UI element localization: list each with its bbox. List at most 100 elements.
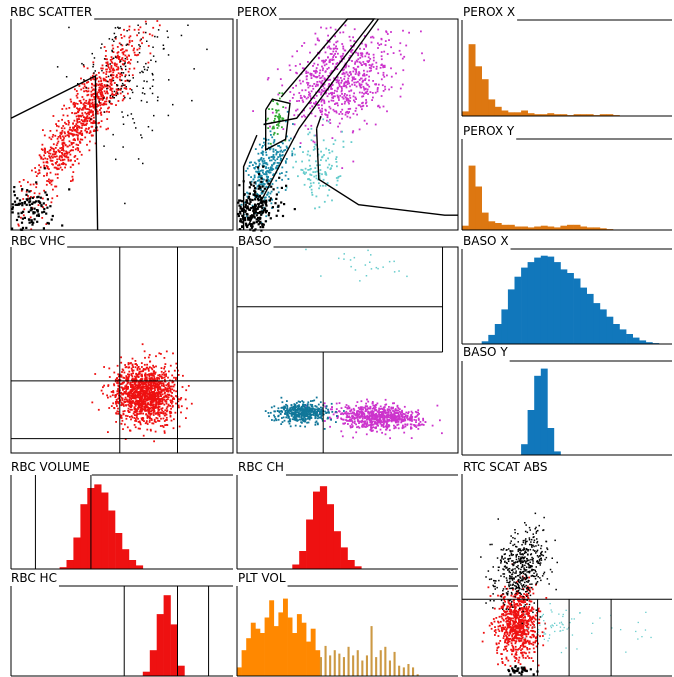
rbc-scatter-point bbox=[97, 84, 100, 86]
rbc-scatter-point bbox=[56, 142, 59, 145]
rbc-vhc-point bbox=[100, 389, 103, 392]
perox-point bbox=[320, 150, 322, 153]
rbc-scatter-point bbox=[45, 193, 48, 196]
perox-point bbox=[321, 75, 324, 77]
rbc-scatter-point bbox=[100, 91, 103, 93]
perox-point bbox=[368, 75, 370, 78]
rbc-scatter-point bbox=[117, 54, 119, 57]
rbc-scatter-point bbox=[48, 152, 50, 155]
rbc-vhc-point bbox=[144, 400, 147, 402]
rbc-vhc-point bbox=[141, 373, 143, 376]
baso-point bbox=[358, 420, 361, 423]
rbc-scatter-point bbox=[100, 107, 102, 110]
rbc-scatter-point bbox=[93, 96, 96, 99]
perox-point bbox=[331, 84, 334, 86]
perox-point bbox=[293, 147, 295, 150]
rbc-vhc-point bbox=[127, 395, 129, 398]
perox-point bbox=[357, 58, 360, 61]
baso-point bbox=[385, 424, 388, 426]
rbc-scatter-point bbox=[106, 92, 109, 95]
perox-y-frame bbox=[461, 138, 672, 231]
perox-point bbox=[327, 66, 330, 69]
rbc-scatter-point bbox=[11, 227, 14, 230]
perox-point bbox=[371, 92, 374, 94]
perox-point bbox=[368, 85, 371, 88]
rbc-scatter-point bbox=[81, 124, 84, 127]
perox-point bbox=[346, 94, 348, 97]
baso-point bbox=[372, 410, 375, 413]
perox-point bbox=[326, 95, 329, 98]
baso-point bbox=[363, 425, 366, 428]
baso-point bbox=[372, 426, 375, 429]
rbc-scatter-point bbox=[86, 117, 88, 120]
rbc-vhc-point bbox=[134, 404, 137, 407]
perox-point bbox=[308, 93, 310, 96]
rbc-vhc-point bbox=[165, 413, 168, 416]
perox-point bbox=[322, 85, 324, 88]
rbc-vhc-point bbox=[128, 394, 131, 396]
rbc-scatter-point bbox=[86, 90, 89, 93]
perox-point bbox=[256, 207, 259, 210]
rbc-scatter-point bbox=[46, 158, 49, 160]
perox-point bbox=[281, 84, 284, 87]
rbc-vhc-point bbox=[127, 373, 129, 376]
perox-point bbox=[423, 59, 425, 62]
rbc-vhc-point bbox=[132, 400, 135, 403]
perox-y-bar bbox=[507, 224, 515, 230]
rbc-vhc-point bbox=[164, 363, 167, 365]
perox-y-bar bbox=[599, 228, 607, 230]
rbc-vhc-point bbox=[139, 372, 141, 375]
rbc-scatter-point bbox=[29, 209, 32, 212]
baso-point bbox=[360, 414, 363, 417]
rbc-scatter-point bbox=[54, 147, 57, 149]
baso-point bbox=[315, 408, 318, 411]
perox-point bbox=[340, 81, 343, 84]
rbc-scatter-point bbox=[30, 228, 33, 231]
rbc-scatter-point bbox=[64, 166, 66, 169]
rbc-scatter-point bbox=[61, 118, 63, 121]
rbc-vhc-point bbox=[117, 402, 120, 405]
rbc-vhc-point bbox=[150, 400, 153, 403]
rbc-scatter-point bbox=[96, 103, 98, 106]
rbc-scatter-point bbox=[151, 129, 154, 132]
rbc-scatter-point bbox=[70, 143, 73, 146]
rbc-vhc-point bbox=[137, 391, 140, 394]
rbc-scatter-point bbox=[77, 138, 79, 141]
rbc-vhc-point bbox=[123, 410, 126, 412]
rbc-scatter-point bbox=[47, 222, 50, 225]
rbc-vhc-point bbox=[103, 366, 105, 368]
baso-point bbox=[369, 429, 372, 431]
perox-point bbox=[331, 137, 334, 139]
rbc-vhc-point bbox=[129, 403, 132, 405]
baso-point bbox=[422, 419, 425, 422]
rbc-vhc-point bbox=[123, 371, 126, 374]
rbc-vhc-point bbox=[162, 389, 164, 392]
rbc-scatter-point bbox=[61, 139, 64, 142]
rbc-vhc-point bbox=[125, 417, 128, 420]
baso-point bbox=[336, 417, 339, 419]
perox-x-bar bbox=[514, 112, 522, 116]
rbc-scatter-point bbox=[116, 92, 119, 94]
rbc-scatter-point bbox=[167, 54, 170, 56]
perox-point bbox=[300, 168, 303, 171]
perox-point bbox=[307, 133, 310, 136]
rbc-vhc-point bbox=[130, 398, 133, 401]
perox-point bbox=[253, 205, 256, 208]
perox-y-bar bbox=[560, 225, 568, 231]
rbc-vhc-point bbox=[139, 421, 142, 424]
baso-point bbox=[414, 424, 417, 427]
baso-point bbox=[360, 421, 363, 424]
rbc-vhc-point bbox=[139, 384, 142, 387]
rbc-vhc-point bbox=[157, 374, 160, 377]
rbc-vhc-point bbox=[157, 384, 159, 386]
rbc-scatter-point bbox=[72, 126, 74, 129]
perox-y-panel: PEROX Y bbox=[461, 124, 672, 231]
perox-point bbox=[321, 79, 324, 82]
baso-point bbox=[357, 420, 359, 423]
rbc-vhc-point bbox=[131, 375, 134, 378]
perox-point bbox=[261, 204, 264, 207]
rbc-vhc-point bbox=[107, 385, 110, 387]
perox-point bbox=[313, 62, 316, 65]
rbc-scatter-point bbox=[81, 114, 84, 117]
rbc-scatter-point bbox=[117, 88, 120, 90]
